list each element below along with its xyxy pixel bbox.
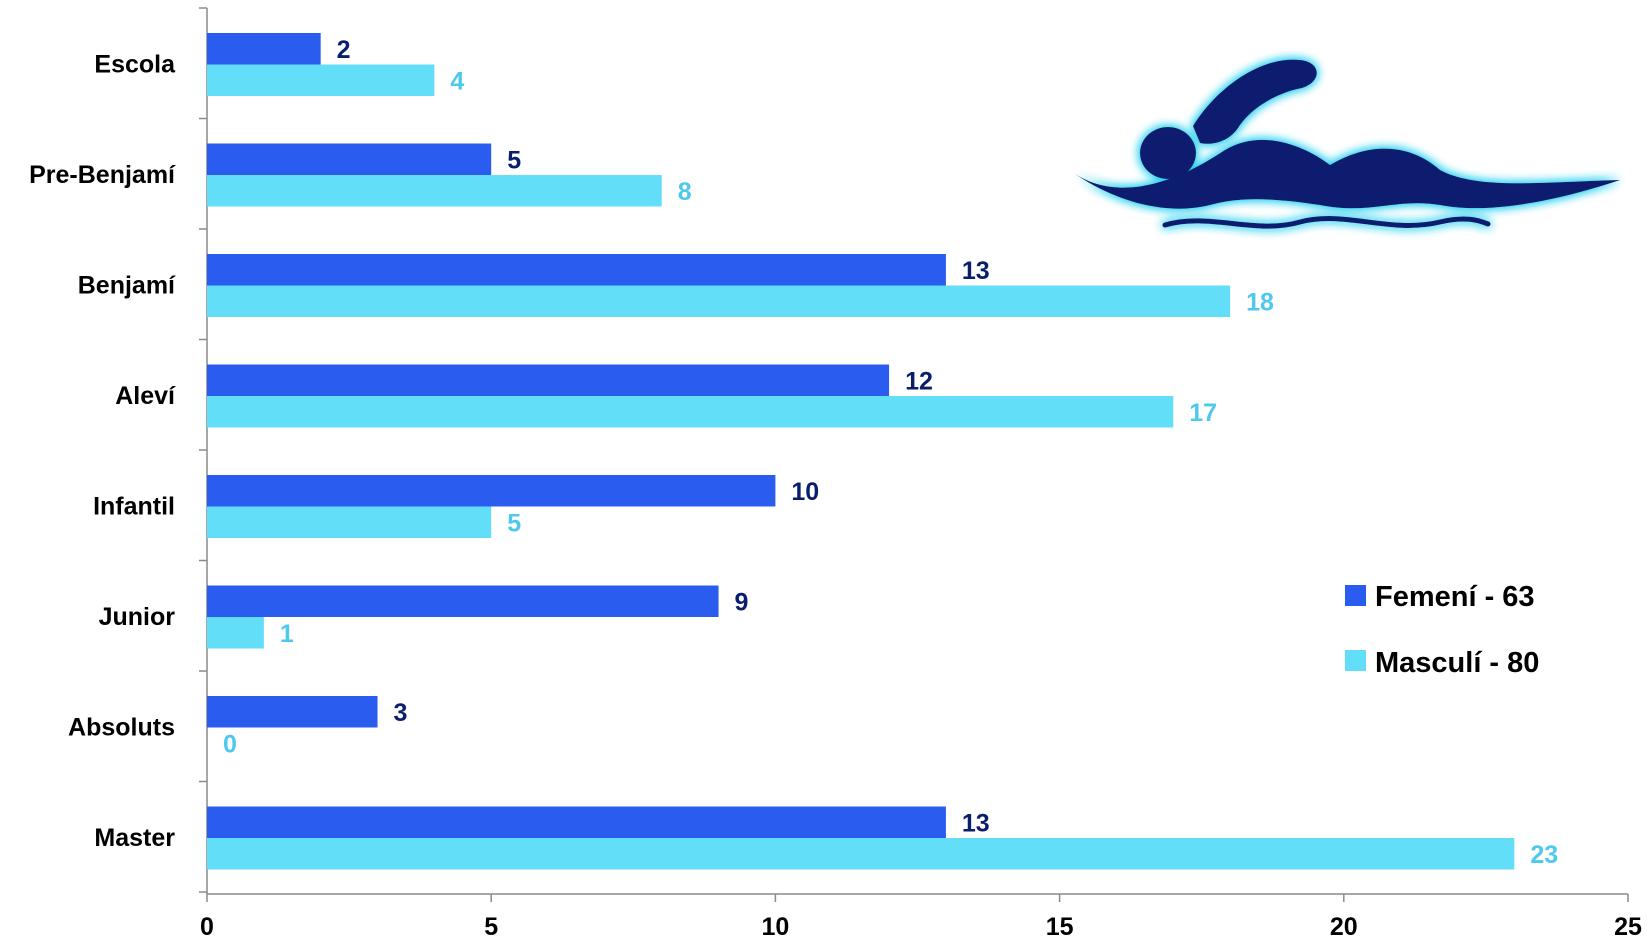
data-label: 5 (507, 146, 521, 174)
x-tick-label: 25 (1614, 913, 1642, 941)
data-label: 5 (507, 509, 521, 537)
data-label: 8 (678, 178, 692, 206)
swimmer-icon (1072, 59, 1620, 229)
bar (207, 364, 890, 396)
bar (207, 396, 1174, 428)
x-tick-label: 15 (1046, 913, 1074, 941)
category-label: Junior (99, 603, 176, 631)
data-label: 10 (791, 478, 819, 506)
bar (207, 475, 776, 507)
category-label: Aleví (115, 382, 176, 410)
bar (207, 143, 492, 175)
data-label: 12 (905, 367, 933, 395)
bar (207, 838, 1515, 870)
category-label: Benjamí (78, 272, 176, 300)
bar (207, 806, 946, 838)
data-label: 1 (280, 620, 294, 648)
category-label: Escola (94, 51, 176, 79)
bar (207, 254, 946, 286)
axes: 0 5 10 15 20 25 (199, 7, 1642, 941)
legend-label-femeni: Femení - 63 (1375, 581, 1535, 613)
category-label: Master (94, 824, 175, 852)
data-label: 0 (223, 730, 237, 758)
data-label: 2 (337, 36, 351, 64)
bar (207, 285, 1231, 317)
data-label: 13 (962, 257, 990, 285)
bar (207, 64, 435, 96)
legend-swatch-masculi (1345, 650, 1366, 671)
x-tick-label: 10 (761, 913, 789, 941)
category-label: Absoluts (68, 714, 175, 742)
labels: Escola24Pre-Benjamí58Benjamí1318Aleví121… (29, 36, 1558, 869)
legend-label-masculi: Masculí - 80 (1375, 647, 1539, 679)
x-tick-label: 5 (484, 913, 498, 941)
bar (207, 33, 321, 65)
bar (207, 175, 662, 207)
category-label: Pre-Benjamí (29, 161, 176, 189)
legend-swatch-femeni (1345, 585, 1366, 606)
bar (207, 696, 378, 728)
data-label: 4 (450, 67, 464, 95)
data-label: 18 (1246, 288, 1274, 316)
bar (207, 506, 492, 538)
category-label: Infantil (93, 493, 175, 521)
bar (207, 617, 264, 649)
legend: Femení - 63 Masculí - 80 (1345, 581, 1539, 679)
bars (207, 33, 1515, 870)
x-tick-label: 0 (200, 913, 214, 941)
x-tick-label: 20 (1330, 913, 1358, 941)
data-label: 9 (735, 588, 749, 616)
bar (207, 585, 719, 617)
data-label: 13 (962, 809, 990, 837)
data-label: 23 (1530, 841, 1558, 869)
data-label: 17 (1189, 399, 1217, 427)
data-label: 3 (394, 699, 408, 727)
